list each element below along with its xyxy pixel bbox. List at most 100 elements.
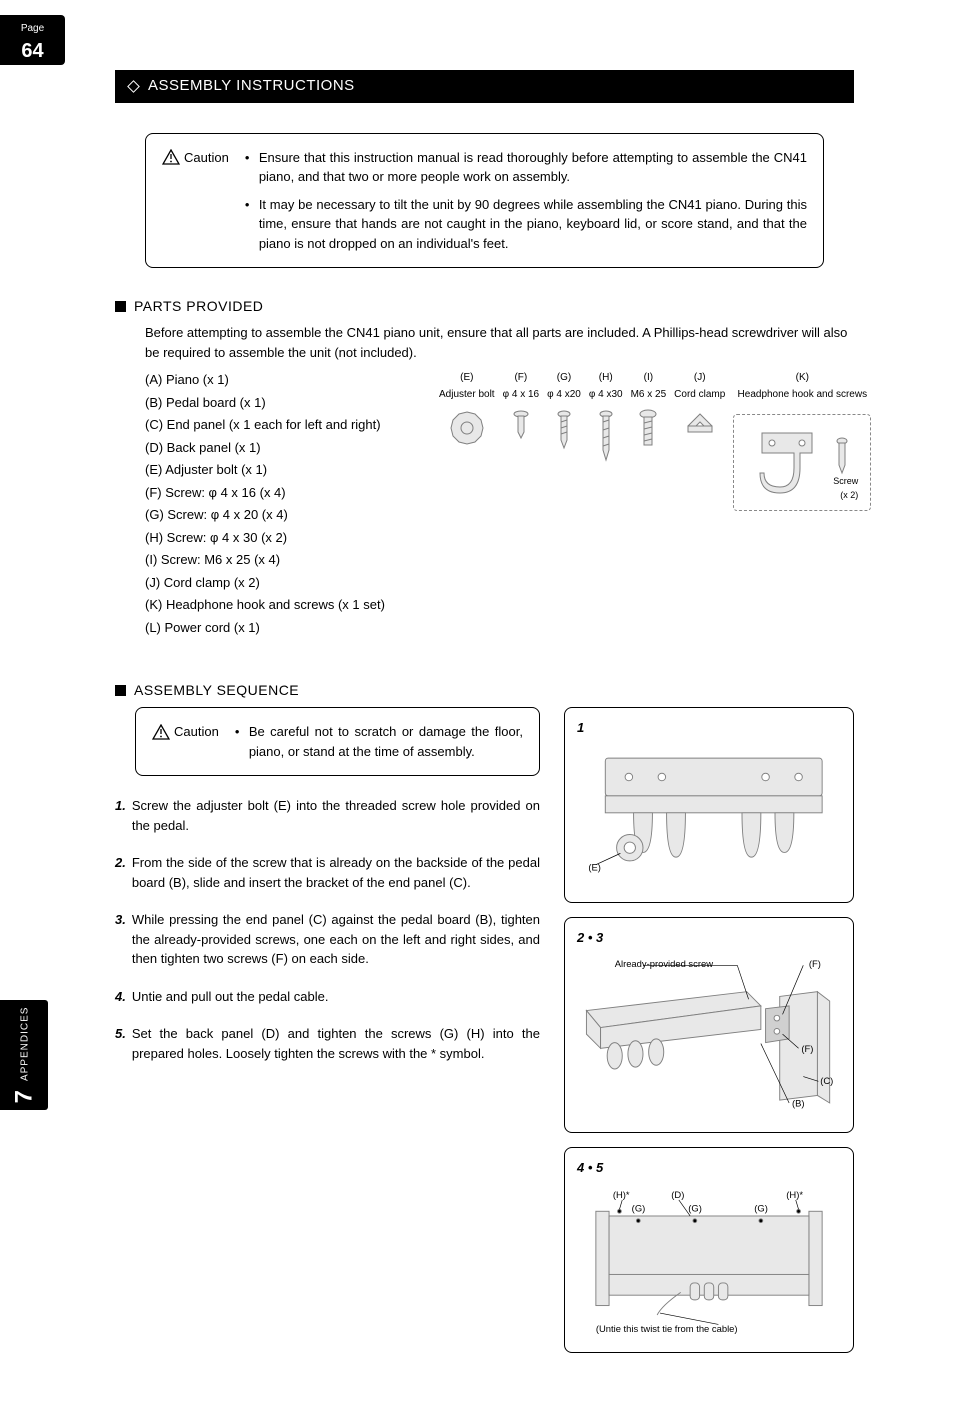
hw-name: Headphone hook and screws	[738, 387, 868, 402]
list-item: (D) Back panel (x 1)	[145, 438, 435, 458]
callout-F2: (F)	[801, 1043, 813, 1054]
step-text: While pressing the end panel (C) against…	[132, 910, 540, 969]
callout-H2: (H)*	[786, 1189, 803, 1200]
parts-heading-text: PARTS PROVIDED	[134, 296, 263, 317]
step-text: Untie and pull out the pedal cable.	[132, 987, 329, 1007]
list-item: (K) Headphone hook and screws (x 1 set)	[145, 595, 435, 615]
step-number: 2.	[115, 853, 126, 892]
hardware-item: (E) Adjuster bolt	[439, 370, 495, 450]
hardware-item: (G) φ 4 x20	[547, 370, 581, 456]
list-item: (A) Piano (x 1)	[145, 370, 435, 390]
step-number: 5.	[115, 1024, 126, 1063]
hw-name: Adjuster bolt	[439, 387, 495, 402]
callout-already: Already-provided screw	[615, 958, 713, 969]
square-icon	[115, 301, 126, 312]
hw-code: (H)	[599, 370, 613, 385]
parts-intro: Before attempting to assemble the CN41 p…	[145, 323, 854, 362]
caution-box-main: Caution Ensure that this instruction man…	[145, 133, 824, 269]
step: 2. From the side of the screw that is al…	[115, 853, 540, 892]
hw-code: (K)	[796, 370, 809, 385]
steps-column: Caution Be careful not to scratch or dam…	[115, 707, 540, 1367]
caution-label: Caution	[174, 722, 219, 742]
step-text: From the side of the screw that is alrea…	[132, 853, 540, 892]
callout-E: (E)	[588, 861, 601, 872]
parts-list: (A) Piano (x 1) (B) Pedal board (x 1) (C…	[145, 370, 435, 640]
callout-untie: (Untie this twist tie from the cable)	[596, 1323, 738, 1334]
callout-D: (D)	[671, 1189, 684, 1200]
step-text: Screw the adjuster bolt (E) into the thr…	[132, 796, 540, 835]
k-note-1: Screw	[742, 475, 858, 489]
figure-23-svg: Already-provided screw (F) (F) (C) (B)	[577, 954, 841, 1114]
caution-item: Be careful not to scratch or damage the …	[235, 722, 523, 761]
figure-1-svg: (E)	[577, 744, 841, 885]
caution-box-assembly: Caution Be careful not to scratch or dam…	[135, 707, 540, 776]
hw-code: (J)	[694, 370, 706, 385]
list-item: (B) Pedal board (x 1)	[145, 393, 435, 413]
caution-label: Caution	[184, 148, 229, 168]
hardware-item: (I) M6 x 25	[631, 370, 667, 456]
figure-2-3: 2 • 3	[564, 917, 854, 1132]
hardware-item: (K) Headphone hook and screws	[733, 370, 871, 511]
callout-G1: (G)	[632, 1202, 646, 1213]
hw-code: (I)	[644, 370, 653, 385]
caution-text: Ensure that this instruction manual is r…	[245, 148, 807, 254]
caution-item: Ensure that this instruction manual is r…	[245, 148, 807, 187]
hw-code: (G)	[557, 370, 571, 385]
callout-F: (F)	[809, 958, 821, 969]
list-item: (L) Power cord (x 1)	[145, 618, 435, 638]
callout-G2: (G)	[688, 1202, 702, 1213]
diamond-icon	[127, 80, 140, 93]
hw-code: (F)	[514, 370, 527, 385]
list-item: (F) Screw: φ 4 x 16 (x 4)	[145, 483, 435, 503]
hw-name: φ 4 x20	[547, 387, 581, 402]
screw-icon	[635, 408, 661, 456]
caution-icon: Caution	[162, 148, 229, 168]
step: 5. Set the back panel (D) and tighten th…	[115, 1024, 540, 1063]
figures-column: 1	[564, 707, 854, 1367]
hw-name: Cord clamp	[674, 387, 725, 402]
list-item: (E) Adjuster bolt (x 1)	[145, 460, 435, 480]
hw-name: φ 4 x30	[589, 387, 623, 402]
hw-code: (E)	[460, 370, 473, 385]
step-number: 4.	[115, 987, 126, 1007]
screw-icon	[552, 408, 576, 456]
assembly-heading: ASSEMBLY SEQUENCE	[115, 680, 854, 701]
step: 3. While pressing the end panel (C) agai…	[115, 910, 540, 969]
list-item: (H) Screw: φ 4 x 30 (x 2)	[145, 528, 435, 548]
section-header: ASSEMBLY INSTRUCTIONS	[115, 70, 854, 103]
callout-G3: (G)	[754, 1202, 768, 1213]
caution-icon: Caution	[152, 722, 219, 742]
k-note-2: (x 2)	[742, 489, 858, 503]
fig-label: 4 • 5	[577, 1158, 841, 1178]
step-text: Set the back panel (D) and tighten the s…	[132, 1024, 540, 1063]
caution-text: Be careful not to scratch or damage the …	[235, 722, 523, 761]
screw-icon	[509, 408, 533, 450]
section-title: ASSEMBLY INSTRUCTIONS	[148, 75, 355, 98]
list-item: (C) End panel (x 1 each for left and rig…	[145, 415, 435, 435]
hw-name: φ 4 x 16	[503, 387, 540, 402]
list-item: (J) Cord clamp (x 2)	[145, 573, 435, 593]
step: 4. Untie and pull out the pedal cable.	[115, 987, 540, 1007]
parts-diagram: (E) Adjuster bolt (F) φ 4 x 16	[435, 370, 875, 640]
screw-icon	[594, 408, 618, 466]
hardware-item: (J) Cord clamp	[674, 370, 725, 438]
assembly-heading-text: ASSEMBLY SEQUENCE	[134, 680, 299, 701]
figure-1: 1	[564, 707, 854, 903]
page-content: ASSEMBLY INSTRUCTIONS Caution Ensure tha…	[0, 0, 954, 1407]
step-number: 1.	[115, 796, 126, 835]
list-item: (I) Screw: M6 x 25 (x 4)	[145, 550, 435, 570]
hardware-item: (H) φ 4 x30	[589, 370, 623, 466]
list-item: (G) Screw: φ 4 x 20 (x 4)	[145, 505, 435, 525]
callout-B: (B)	[792, 1098, 805, 1109]
caution-item: It may be necessary to tilt the unit by …	[245, 195, 807, 254]
cord-clamp-icon	[684, 408, 716, 438]
step-number: 3.	[115, 910, 126, 969]
callout-C: (C)	[820, 1075, 833, 1086]
assembly-body: Caution Be careful not to scratch or dam…	[115, 707, 854, 1367]
figure-4-5: 4 • 5	[564, 1147, 854, 1353]
square-icon	[115, 685, 126, 696]
adjuster-bolt-icon	[443, 408, 491, 450]
figure-45-svg: (H)* (D) (H)* (G) (G) (G) (Untie this tw…	[577, 1183, 841, 1334]
callout-H1: (H)*	[613, 1189, 630, 1200]
parts-heading: PARTS PROVIDED	[115, 296, 854, 317]
